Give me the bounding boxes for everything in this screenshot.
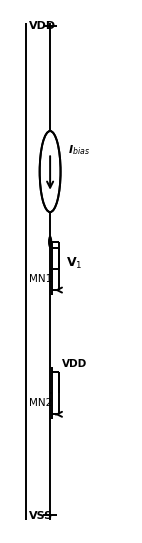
Text: V$_1$: V$_1$ <box>66 256 83 271</box>
Text: MN1: MN1 <box>29 274 53 284</box>
Circle shape <box>49 236 52 247</box>
Text: VDD: VDD <box>29 21 56 31</box>
Text: MN2: MN2 <box>29 399 53 408</box>
Text: VDD: VDD <box>62 359 87 369</box>
Circle shape <box>40 132 60 211</box>
Text: VSS: VSS <box>29 510 53 521</box>
Text: I$_{bias}$: I$_{bias}$ <box>67 143 89 157</box>
